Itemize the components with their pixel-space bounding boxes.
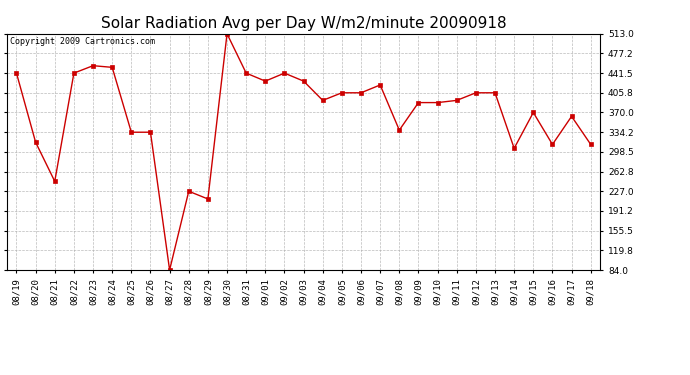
Text: Copyright 2009 Cartronics.com: Copyright 2009 Cartronics.com bbox=[10, 37, 155, 46]
Title: Solar Radiation Avg per Day W/m2/minute 20090918: Solar Radiation Avg per Day W/m2/minute … bbox=[101, 16, 506, 31]
